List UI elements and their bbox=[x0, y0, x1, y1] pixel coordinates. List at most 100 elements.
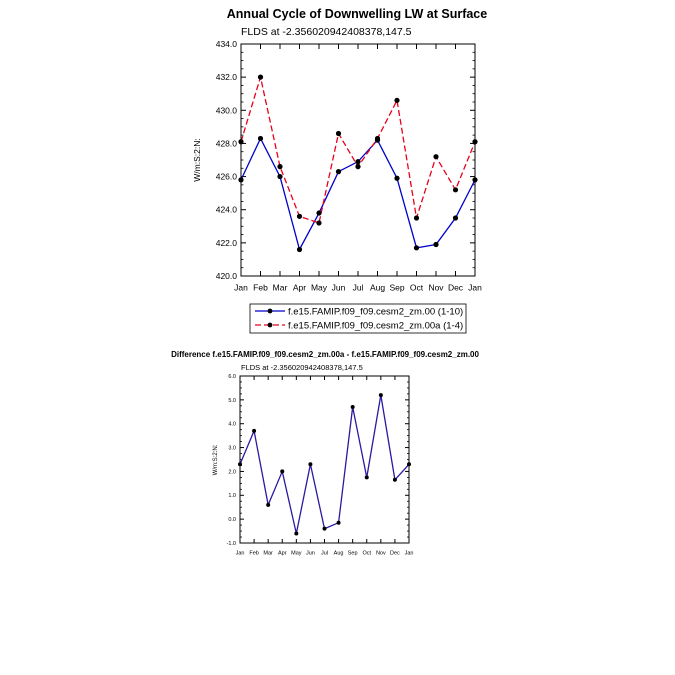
x-tick-label: Mar bbox=[263, 551, 273, 557]
x-tick-label: Sep bbox=[389, 283, 404, 293]
data-point bbox=[308, 462, 313, 467]
y-tick-label: 2.0 bbox=[228, 469, 236, 475]
y-tick-label: 420.0 bbox=[216, 271, 238, 281]
x-tick-label: Nov bbox=[428, 283, 444, 293]
x-tick-label: Aug bbox=[334, 551, 344, 557]
data-point bbox=[252, 428, 257, 433]
x-tick-label: Aug bbox=[370, 283, 385, 293]
chart-title: Annual Cycle of Downwelling LW at Surfac… bbox=[227, 7, 487, 21]
legend-label: f.e15.FAMIP.f09_f09.cesm2_zm.00a (1-4) bbox=[288, 321, 463, 332]
x-tick-label: Apr bbox=[293, 283, 306, 293]
chart-subtitle: FLDS at -2.356020942408378,147.5 bbox=[241, 363, 363, 372]
y-tick-label: 430.0 bbox=[216, 105, 238, 115]
data-point bbox=[433, 154, 439, 160]
data-point bbox=[355, 159, 361, 165]
y-tick-label: 0.0 bbox=[228, 517, 236, 523]
data-point bbox=[452, 187, 459, 193]
plot-frame bbox=[239, 375, 410, 544]
data-point bbox=[277, 164, 283, 170]
legend-marker bbox=[267, 308, 273, 314]
data-point bbox=[257, 135, 264, 142]
data-point bbox=[374, 135, 381, 142]
data-point bbox=[336, 520, 341, 525]
x-tick-label: Jul bbox=[321, 551, 328, 557]
y-tick-label: 1.0 bbox=[228, 493, 236, 499]
x-tick-label: Oct bbox=[410, 283, 424, 293]
legend-box bbox=[249, 303, 467, 334]
data-point bbox=[392, 477, 397, 482]
axes: -1.0 0.0 1.0 2.0 3.0 4.0 5.0 6.0 Jan Feb Mar Apr May… bbox=[227, 374, 414, 557]
y-tick-label: 434.0 bbox=[216, 39, 238, 49]
data-point bbox=[296, 246, 303, 253]
y-tick-label: 6.0 bbox=[228, 374, 236, 380]
difference-chart: Difference f.e15.FAMIP.f09_f09.cesm2_zm.… bbox=[171, 350, 479, 557]
x-tick-label: Nov bbox=[376, 551, 386, 557]
x-tick-label: Jul bbox=[353, 283, 364, 293]
x-tick-label: Jun bbox=[306, 551, 315, 557]
axes: 420.0 422.0 424.0 426.0 428.0 430.0 432.0 434.0… bbox=[216, 39, 482, 293]
y-axis-label: W/m:S:2:N: bbox=[213, 444, 219, 475]
series-markers bbox=[238, 393, 411, 536]
x-tick-label: Jan bbox=[236, 551, 245, 557]
data-point bbox=[266, 502, 271, 507]
chart-title: Difference f.e15.FAMIP.f09_f09.cesm2_zm.… bbox=[171, 350, 479, 359]
data-point bbox=[407, 462, 411, 467]
legend-marker bbox=[267, 322, 273, 328]
data-point bbox=[433, 241, 439, 248]
data-point bbox=[316, 210, 322, 216]
data-point bbox=[364, 475, 369, 480]
y-tick-label: 426.0 bbox=[216, 172, 238, 182]
x-tick-label: Jan bbox=[468, 283, 482, 293]
x-tick-label: May bbox=[291, 551, 302, 557]
y-tick-label: 432.0 bbox=[216, 72, 238, 82]
data-point bbox=[280, 469, 285, 474]
series-line bbox=[240, 136, 476, 252]
x-tick-label: Jun bbox=[332, 283, 346, 293]
data-point bbox=[296, 213, 303, 219]
y-axis-label: W/m:S:2:N: bbox=[192, 138, 202, 181]
series-line bbox=[239, 394, 410, 534]
x-tick-label: Feb bbox=[249, 551, 258, 557]
x-tick-label: Feb bbox=[253, 283, 268, 293]
data-point bbox=[238, 177, 244, 183]
x-tick-label: Dec bbox=[390, 551, 400, 557]
data-point bbox=[316, 220, 322, 226]
x-tick-label: Oct bbox=[362, 551, 371, 557]
y-tick-label: 4.0 bbox=[228, 422, 236, 428]
x-tick-label: Jan bbox=[234, 283, 248, 293]
data-point bbox=[472, 177, 478, 183]
x-tick-label: Dec bbox=[448, 283, 464, 293]
legend-entries: f.e15.FAMIP.f09_f09.cesm2_zm.00 (1-10) f.… bbox=[255, 307, 463, 332]
data-point bbox=[335, 169, 342, 175]
data-point bbox=[335, 130, 342, 137]
data-point bbox=[394, 97, 400, 103]
data-point bbox=[238, 462, 242, 467]
x-tick-label: Mar bbox=[273, 283, 288, 293]
series-line bbox=[240, 74, 476, 224]
data-point bbox=[322, 526, 327, 531]
y-tick-label: 424.0 bbox=[216, 205, 238, 215]
data-point bbox=[452, 215, 459, 221]
series-markers bbox=[238, 74, 478, 253]
legend-label: f.e15.FAMIP.f09_f09.cesm2_zm.00 (1-10) bbox=[288, 307, 463, 318]
x-tick-label: Apr bbox=[278, 551, 287, 557]
x-tick-label: Jan bbox=[405, 551, 414, 557]
data-point bbox=[238, 139, 244, 145]
annual-cycle-chart: Annual Cycle of Downwelling LW at Surfac… bbox=[192, 7, 487, 334]
x-tick-label: May bbox=[311, 283, 328, 293]
data-point bbox=[378, 393, 383, 398]
data-point bbox=[355, 164, 361, 170]
data-point bbox=[413, 245, 420, 251]
data-point bbox=[350, 405, 355, 410]
y-tick-label: 422.0 bbox=[216, 238, 238, 248]
data-point bbox=[472, 139, 478, 145]
data-point bbox=[257, 74, 264, 80]
data-point bbox=[394, 175, 400, 181]
legend: f.e15.FAMIP.f09_f09.cesm2_zm.00 (1-10) f.… bbox=[249, 303, 467, 334]
data-point bbox=[413, 215, 420, 221]
data-point bbox=[277, 173, 283, 180]
data-point bbox=[294, 531, 299, 536]
y-tick-label: 428.0 bbox=[216, 138, 238, 148]
chart-subtitle: FLDS at -2.356020942408378,147.5 bbox=[241, 26, 412, 38]
